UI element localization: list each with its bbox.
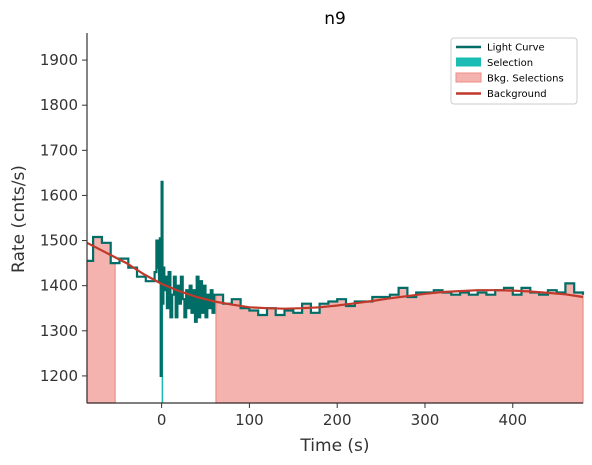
y-tick-label: 1500: [40, 232, 78, 250]
y-tick-label: 1800: [40, 96, 78, 114]
y-tick-label: 1700: [40, 141, 78, 159]
y-tick-label: 1900: [40, 51, 78, 69]
x-tick-label: 400: [498, 411, 527, 429]
y-axis-label: Rate (cnts/s): [9, 165, 29, 273]
legend: Light Curve Selection Bkg. Selections Backg…: [450, 37, 578, 105]
legend-box: [450, 37, 578, 105]
light-curve-line: [87, 180, 585, 377]
x-tick-label: 300: [411, 411, 440, 429]
background-line: [86, 241, 584, 310]
legend-label: Light Curve: [487, 43, 545, 54]
x-tick-label: 0: [157, 411, 167, 429]
x-tick-label: 200: [323, 411, 352, 429]
legend-label: Selection: [487, 58, 533, 69]
chart-title: n9: [324, 9, 346, 29]
series-layer: [86, 180, 585, 377]
legend-swatch: [456, 57, 481, 67]
y-tick-label: 1300: [40, 322, 78, 340]
y-tick-label: 1200: [40, 367, 78, 385]
y-tick-label: 1600: [40, 186, 78, 204]
x-axis-label: Time (s): [299, 436, 369, 456]
legend-label: Bkg. Selections: [487, 74, 564, 85]
bkg-selection-2: [215, 282, 584, 404]
x-tick-label: 100: [235, 411, 264, 429]
axes-layer: 0 100 200 300 400 1200 1300 1400 1500 1600 1700 180…: [40, 33, 583, 429]
y-tick-label: 1400: [40, 277, 78, 295]
legend-swatch: [455, 72, 482, 83]
legend-label: Background: [487, 89, 547, 100]
